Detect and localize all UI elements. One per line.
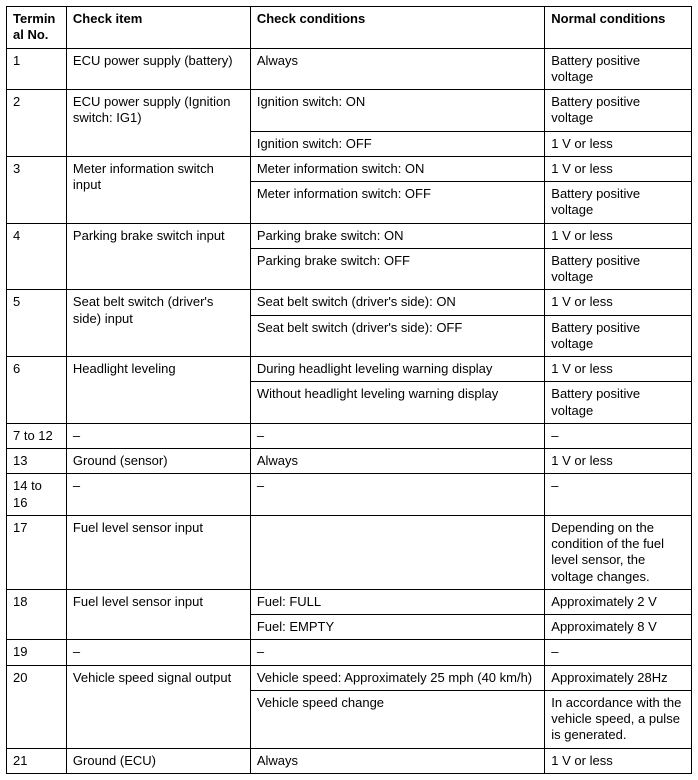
table-row: 6 Headlight leveling During headlight le… xyxy=(7,357,692,382)
terminal-check-table: Terminal No. Check item Check conditions… xyxy=(6,6,692,774)
table-row: 19 – – – xyxy=(7,640,692,665)
cell-check-conditions: Vehicle speed change xyxy=(250,690,544,748)
cell-check-conditions: Always xyxy=(250,449,544,474)
cell-terminal: 1 xyxy=(7,48,67,90)
page: Terminal No. Check item Check conditions… xyxy=(0,0,698,780)
cell-normal-conditions: Battery positive voltage xyxy=(545,90,692,132)
table-row: 14 to 16 – – – xyxy=(7,474,692,516)
cell-check-item: Ground (sensor) xyxy=(66,449,250,474)
cell-check-item: Fuel level sensor input xyxy=(66,589,250,640)
cell-terminal: 20 xyxy=(7,665,67,748)
cell-normal-conditions: – xyxy=(545,423,692,448)
cell-normal-conditions: Battery positive voltage xyxy=(545,382,692,424)
cell-check-conditions: Ignition switch: ON xyxy=(250,90,544,132)
header-check-conditions: Check conditions xyxy=(250,7,544,49)
cell-normal-conditions: Approximately 28Hz xyxy=(545,665,692,690)
cell-check-conditions: Ignition switch: OFF xyxy=(250,131,544,156)
table-row: 17 Fuel level sensor input Depending on … xyxy=(7,515,692,589)
table-row: 5 Seat belt switch (driver's side) input… xyxy=(7,290,692,315)
table-row: 3 Meter information switch input Meter i… xyxy=(7,156,692,181)
cell-check-conditions: Parking brake switch: ON xyxy=(250,223,544,248)
cell-normal-conditions: Battery positive voltage xyxy=(545,248,692,290)
cell-check-conditions: During headlight leveling warning displa… xyxy=(250,357,544,382)
table-header-row: Terminal No. Check item Check conditions… xyxy=(7,7,692,49)
cell-terminal: 4 xyxy=(7,223,67,290)
cell-normal-conditions: 1 V or less xyxy=(545,223,692,248)
cell-terminal: 6 xyxy=(7,357,67,424)
table-row: 21 Ground (ECU) Always 1 V or less xyxy=(7,748,692,773)
cell-check-conditions: Vehicle speed: Approximately 25 mph (40 … xyxy=(250,665,544,690)
header-check-item: Check item xyxy=(66,7,250,49)
cell-check-item: – xyxy=(66,640,250,665)
table-row: 20 Vehicle speed signal output Vehicle s… xyxy=(7,665,692,690)
cell-normal-conditions: 1 V or less xyxy=(545,449,692,474)
cell-normal-conditions: 1 V or less xyxy=(545,357,692,382)
cell-normal-conditions: Battery positive voltage xyxy=(545,315,692,357)
cell-terminal: 21 xyxy=(7,748,67,773)
cell-normal-conditions: – xyxy=(545,640,692,665)
cell-terminal: 7 to 12 xyxy=(7,423,67,448)
cell-terminal: 14 to 16 xyxy=(7,474,67,516)
cell-check-item: Seat belt switch (driver's side) input xyxy=(66,290,250,357)
cell-check-conditions: Parking brake switch: OFF xyxy=(250,248,544,290)
cell-check-conditions xyxy=(250,515,544,589)
cell-normal-conditions: Battery positive voltage xyxy=(545,182,692,224)
cell-check-conditions: Seat belt switch (driver's side): OFF xyxy=(250,315,544,357)
cell-terminal: 3 xyxy=(7,156,67,223)
cell-normal-conditions: – xyxy=(545,474,692,516)
cell-check-conditions: – xyxy=(250,474,544,516)
cell-check-item: Meter information switch input xyxy=(66,156,250,223)
cell-check-conditions: Without headlight leveling warning displ… xyxy=(250,382,544,424)
cell-normal-conditions: Depending on the condition of the fuel l… xyxy=(545,515,692,589)
cell-normal-conditions: 1 V or less xyxy=(545,748,692,773)
cell-check-conditions: Fuel: EMPTY xyxy=(250,615,544,640)
cell-terminal: 2 xyxy=(7,90,67,157)
header-terminal: Terminal No. xyxy=(7,7,67,49)
cell-terminal: 18 xyxy=(7,589,67,640)
cell-terminal: 13 xyxy=(7,449,67,474)
cell-check-item: Ground (ECU) xyxy=(66,748,250,773)
cell-check-item: Headlight leveling xyxy=(66,357,250,424)
cell-check-conditions: – xyxy=(250,640,544,665)
cell-check-conditions: Meter information switch: ON xyxy=(250,156,544,181)
cell-normal-conditions: Approximately 8 V xyxy=(545,615,692,640)
cell-normal-conditions: 1 V or less xyxy=(545,290,692,315)
cell-check-item: Vehicle speed signal output xyxy=(66,665,250,748)
table-row: 7 to 12 – – – xyxy=(7,423,692,448)
table-row: 4 Parking brake switch input Parking bra… xyxy=(7,223,692,248)
cell-terminal: 17 xyxy=(7,515,67,589)
table-row: 1 ECU power supply (battery) Always Batt… xyxy=(7,48,692,90)
table-row: 2 ECU power supply (Ignition switch: IG1… xyxy=(7,90,692,132)
table-row: 13 Ground (sensor) Always 1 V or less xyxy=(7,449,692,474)
cell-terminal: 5 xyxy=(7,290,67,357)
cell-terminal: 19 xyxy=(7,640,67,665)
cell-check-conditions: Always xyxy=(250,748,544,773)
cell-normal-conditions: In accordance with the vehicle speed, a … xyxy=(545,690,692,748)
cell-check-conditions: Seat belt switch (driver's side): ON xyxy=(250,290,544,315)
cell-normal-conditions: Battery positive voltage xyxy=(545,48,692,90)
cell-normal-conditions: 1 V or less xyxy=(545,131,692,156)
cell-check-item: – xyxy=(66,423,250,448)
table-row: 18 Fuel level sensor input Fuel: FULL Ap… xyxy=(7,589,692,614)
cell-check-conditions: Meter information switch: OFF xyxy=(250,182,544,224)
cell-check-item: – xyxy=(66,474,250,516)
cell-check-item: ECU power supply (battery) xyxy=(66,48,250,90)
cell-normal-conditions: 1 V or less xyxy=(545,156,692,181)
header-normal-conditions: Normal conditions xyxy=(545,7,692,49)
cell-check-conditions: Always xyxy=(250,48,544,90)
cell-normal-conditions: Approximately 2 V xyxy=(545,589,692,614)
cell-check-item: ECU power supply (Ignition switch: IG1) xyxy=(66,90,250,157)
cell-check-conditions: Fuel: FULL xyxy=(250,589,544,614)
cell-check-item: Parking brake switch input xyxy=(66,223,250,290)
cell-check-item: Fuel level sensor input xyxy=(66,515,250,589)
cell-check-conditions: – xyxy=(250,423,544,448)
